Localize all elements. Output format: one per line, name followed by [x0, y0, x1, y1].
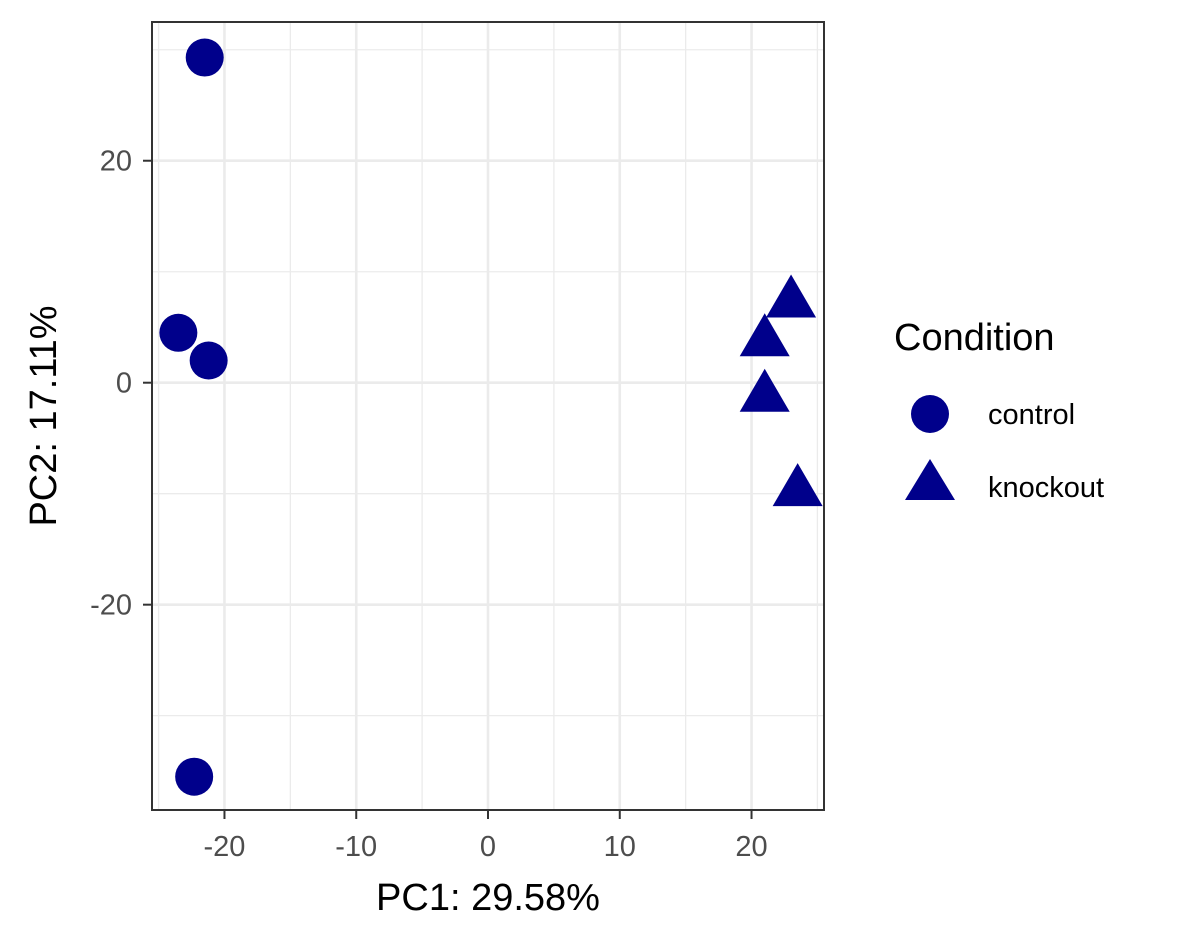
y-tick-label: -20	[90, 590, 132, 622]
point-knockout	[739, 313, 790, 357]
legend-title: Condition	[894, 317, 1055, 359]
y-axis-title: PC2: 17.11%	[23, 305, 65, 526]
x-axis-title: PC1: 29.58%	[376, 877, 600, 919]
x-tick-label: -10	[335, 831, 377, 863]
point-knockout	[772, 463, 823, 507]
x-tick-label: -20	[204, 831, 246, 863]
x-axis-ticks: -20 -10 0 10 20	[204, 810, 768, 863]
legend-label-control: control	[988, 399, 1075, 431]
x-tick-label: 10	[604, 831, 636, 863]
point-control	[159, 313, 198, 352]
point-control	[175, 757, 214, 796]
y-axis-ticks: -20 0 20	[90, 146, 152, 622]
data-points	[159, 38, 823, 796]
x-tick-label: 0	[480, 831, 496, 863]
legend-key-knockout-triangle	[905, 459, 955, 500]
y-tick-label: 0	[116, 368, 132, 400]
point-control	[185, 38, 224, 77]
x-tick-label: 20	[735, 831, 767, 863]
major-gridlines	[152, 22, 824, 810]
legend: Condition control knockout	[894, 317, 1104, 504]
legend-key-control-circle	[911, 395, 949, 433]
point-knockout	[739, 368, 790, 412]
point-knockout	[766, 274, 817, 318]
legend-label-knockout: knockout	[988, 472, 1104, 504]
y-tick-label: 20	[100, 146, 132, 178]
point-control	[189, 341, 228, 380]
